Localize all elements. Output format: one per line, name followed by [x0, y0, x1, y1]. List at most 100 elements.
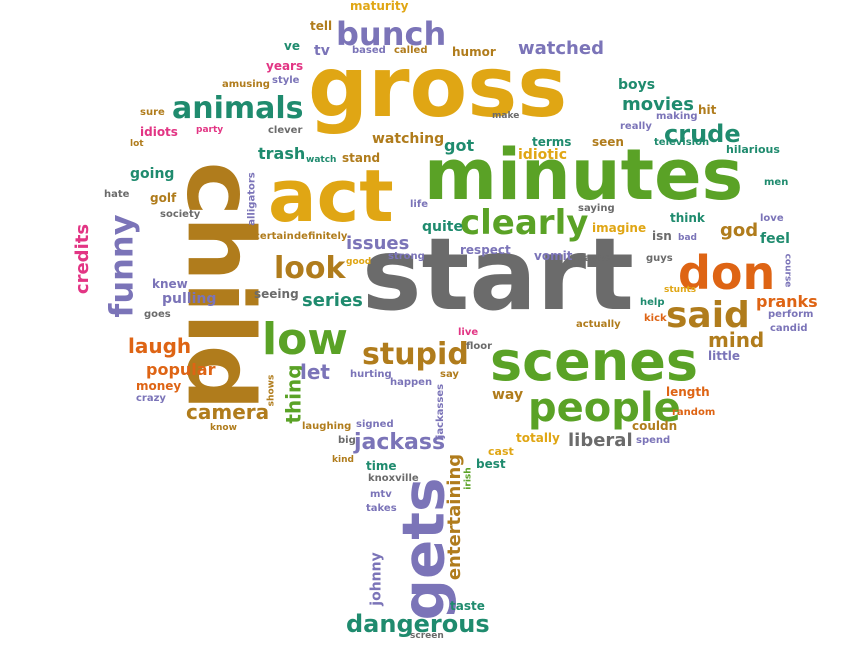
word: act — [268, 154, 394, 238]
word: spend — [636, 435, 671, 446]
word: party — [196, 125, 224, 135]
word: clearly — [460, 203, 589, 243]
word: got — [444, 136, 475, 155]
word: actually — [576, 319, 621, 330]
word: tv — [314, 43, 330, 59]
word: little — [708, 349, 740, 363]
word: camera — [186, 400, 270, 424]
word: maturity — [350, 0, 409, 13]
word: time — [366, 459, 397, 473]
word: going — [130, 166, 175, 182]
word: gross — [308, 38, 568, 136]
word: help — [640, 297, 665, 308]
word: laughing — [302, 421, 352, 432]
word: seeing — [254, 287, 299, 301]
word: way — [492, 387, 524, 403]
word: quite — [422, 219, 463, 235]
word: johnny — [368, 552, 385, 606]
word: said — [666, 295, 750, 336]
word: hilarious — [726, 143, 780, 156]
word: watched — [518, 38, 604, 59]
word: love — [760, 213, 784, 224]
word: really — [620, 121, 652, 132]
word: let — [300, 360, 330, 384]
word: saying — [578, 203, 615, 214]
word: respect — [460, 243, 511, 257]
word: certain — [254, 231, 294, 242]
word: funny — [102, 214, 141, 318]
word: style — [272, 75, 300, 86]
word: say — [440, 369, 459, 380]
word: liberal — [568, 430, 633, 451]
word: live — [458, 327, 479, 338]
word: length — [666, 385, 710, 399]
word: jackass — [354, 430, 446, 455]
word: bad — [678, 233, 697, 243]
word: society — [160, 209, 201, 220]
word: hit — [698, 103, 717, 117]
word: best — [476, 457, 506, 471]
word: laugh — [128, 334, 192, 358]
word: low — [262, 314, 348, 365]
word: kind — [332, 455, 354, 465]
word: mtv — [370, 489, 392, 500]
word: bunch — [336, 15, 447, 53]
word: jackasses — [435, 383, 447, 439]
word: isn — [652, 229, 672, 243]
word: stupid — [362, 337, 469, 372]
word: maybe — [574, 253, 612, 264]
word: movies — [622, 94, 694, 115]
word: crude — [664, 120, 741, 148]
word: called — [394, 45, 428, 56]
word: make — [492, 111, 520, 121]
word: trash — [258, 144, 306, 163]
word: guys — [646, 253, 673, 264]
word: irish — [463, 467, 474, 490]
word: random — [672, 407, 716, 418]
word: mind — [708, 328, 765, 352]
word: pranks — [756, 292, 818, 311]
word: think — [670, 211, 705, 225]
word: signed — [356, 419, 394, 430]
word: screen — [410, 631, 444, 641]
word: television — [654, 137, 710, 148]
word: big — [338, 435, 356, 446]
word: watching — [372, 131, 445, 147]
word: seen — [592, 135, 624, 149]
word: golf — [150, 191, 177, 205]
word: knew — [152, 277, 188, 291]
word: years — [266, 59, 304, 73]
word: takes — [366, 503, 397, 514]
word: feel — [760, 231, 790, 247]
word: lot — [130, 139, 144, 149]
word: stand — [342, 151, 381, 165]
word: dangerous — [346, 610, 490, 638]
word: alligators — [246, 172, 258, 226]
word: animals — [172, 91, 304, 126]
word: terms — [532, 135, 572, 149]
word: don — [678, 246, 776, 300]
word: goes — [144, 309, 171, 320]
word: idiotic — [518, 147, 568, 163]
word: sure — [140, 107, 165, 118]
word: perform — [768, 309, 814, 320]
word: clever — [268, 125, 303, 136]
word: series — [302, 290, 363, 311]
word: look — [274, 251, 346, 286]
word: start — [362, 216, 634, 333]
word: cast — [488, 445, 514, 458]
word: god — [720, 220, 759, 241]
word: making — [656, 111, 698, 122]
word: taste — [450, 599, 485, 613]
word: watch — [306, 155, 337, 165]
word: pulling — [162, 291, 217, 307]
word: imagine — [592, 221, 647, 235]
word: minutes — [424, 134, 744, 216]
word: shows — [266, 374, 277, 407]
word: men — [764, 177, 789, 188]
word: knoxville — [368, 473, 419, 484]
word: people — [528, 385, 681, 431]
word: tell — [310, 19, 333, 33]
word: life — [410, 199, 428, 210]
